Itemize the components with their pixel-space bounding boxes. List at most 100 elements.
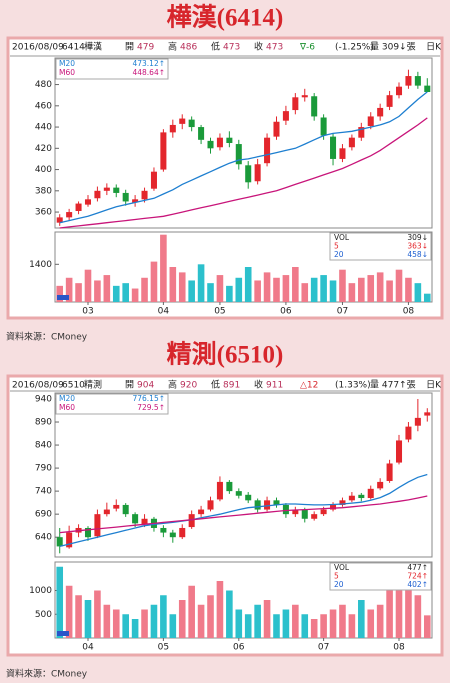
volume-legend-name: 5 <box>334 242 339 251</box>
y-tick-label: 740 <box>35 487 52 497</box>
x-tick-label: 07 <box>337 307 348 317</box>
candle-body <box>103 187 110 191</box>
y-tick-label: 890 <box>35 418 52 428</box>
candle-body <box>311 514 318 519</box>
volume-legend-value: 724↑ <box>407 572 428 581</box>
volume-bar <box>414 595 422 638</box>
volume-bar <box>292 604 299 638</box>
volume-bar <box>282 609 290 638</box>
volume-legend-name: VOL <box>334 233 350 242</box>
volume-bar <box>414 283 422 302</box>
volume-bar <box>84 269 92 302</box>
volume-bar <box>122 614 129 638</box>
quote-label: 低 <box>211 379 220 391</box>
y-tick-label: 460 <box>35 101 52 111</box>
header-code: 6414 <box>62 43 85 53</box>
candle-body <box>405 76 412 86</box>
candle-body <box>320 117 327 136</box>
header-name: 精測 <box>84 379 102 391</box>
candle-body <box>160 132 167 170</box>
volume-bar <box>216 275 224 302</box>
candle-body <box>405 426 412 440</box>
candle-body <box>292 509 299 515</box>
candle-body <box>75 203 82 211</box>
volume-legend-value: 309↓ <box>407 233 428 242</box>
candle-body <box>56 217 63 223</box>
ma-legend-value: 729.5↑ <box>137 403 165 412</box>
candle-body <box>94 190 101 199</box>
candle-body <box>188 119 195 128</box>
candle-body <box>132 199 139 203</box>
candle-body <box>273 500 280 505</box>
logo <box>57 631 69 636</box>
candle-body <box>198 509 205 515</box>
x-tick-label: 04 <box>158 307 170 317</box>
price-plot <box>54 392 433 558</box>
quote-label: 開 <box>125 380 134 391</box>
volume-bar <box>263 272 271 302</box>
y-tick-label: 940 <box>35 394 52 404</box>
header-percent: (-1.25%) <box>335 43 374 53</box>
chart-title: 精測(6510) <box>167 341 284 369</box>
volume-bar <box>226 590 233 638</box>
y-tick-label: 360 <box>35 208 52 218</box>
candle-body <box>386 463 393 481</box>
y-tick-label: 440 <box>35 123 52 133</box>
ma-legend-name: M20 <box>59 59 75 68</box>
y-tick-label: 640 <box>35 533 52 543</box>
candle-body <box>150 171 157 189</box>
candle-body <box>254 500 261 510</box>
volume-bar <box>112 609 120 638</box>
candle-body <box>367 488 374 499</box>
candle-body <box>292 97 299 111</box>
candle-body <box>216 137 223 148</box>
candle-body <box>169 532 176 538</box>
volume-bar <box>348 614 356 638</box>
candle-body <box>395 440 403 463</box>
volume-bar <box>339 604 346 638</box>
candle-body <box>424 412 431 416</box>
candle-body <box>377 481 384 489</box>
quote-value: 904 <box>137 381 154 391</box>
candle-body <box>207 140 214 149</box>
volume-bar <box>367 275 375 302</box>
quote-label: 開 <box>125 42 134 53</box>
candle-body <box>282 111 289 121</box>
volume-bar <box>84 600 92 638</box>
candle-body <box>264 137 271 164</box>
candle-body <box>122 192 129 202</box>
quote-label: 收 <box>254 41 263 53</box>
candle-body <box>141 190 148 200</box>
candle-body <box>245 165 252 183</box>
header-percent: (1.33%) <box>335 381 371 391</box>
x-tick-label: 08 <box>393 643 405 653</box>
volume-bar <box>197 604 205 638</box>
volume-bar <box>263 600 271 638</box>
quote-value: 486 <box>180 43 197 53</box>
volume-bar <box>65 585 73 638</box>
ma-legend-value: 473.12↑ <box>132 59 165 68</box>
ma-legend-name: M60 <box>59 403 75 412</box>
candle-body <box>179 118 186 124</box>
volume-bar <box>339 269 346 302</box>
volume-bar <box>169 614 177 638</box>
volume-bar <box>329 609 337 638</box>
volume-bar <box>94 280 101 302</box>
candle-body <box>395 86 403 96</box>
volume-bar <box>235 609 243 638</box>
candle-body <box>160 527 167 533</box>
x-tick-label: 06 <box>233 643 245 653</box>
volume-bar <box>358 277 365 302</box>
ma-legend <box>55 58 169 80</box>
volume-bar <box>56 566 64 638</box>
volume-legend-name: VOL <box>334 563 350 572</box>
volume-legend-value: 402↑ <box>407 580 428 589</box>
candle-body <box>103 509 110 515</box>
volume-bar <box>75 283 82 302</box>
volume-bar <box>329 280 337 302</box>
volume-bar <box>131 288 139 302</box>
volume-bar <box>395 576 403 638</box>
candle-body <box>122 504 129 515</box>
quote-value: 479 <box>137 43 154 53</box>
volume-bar <box>178 600 186 638</box>
